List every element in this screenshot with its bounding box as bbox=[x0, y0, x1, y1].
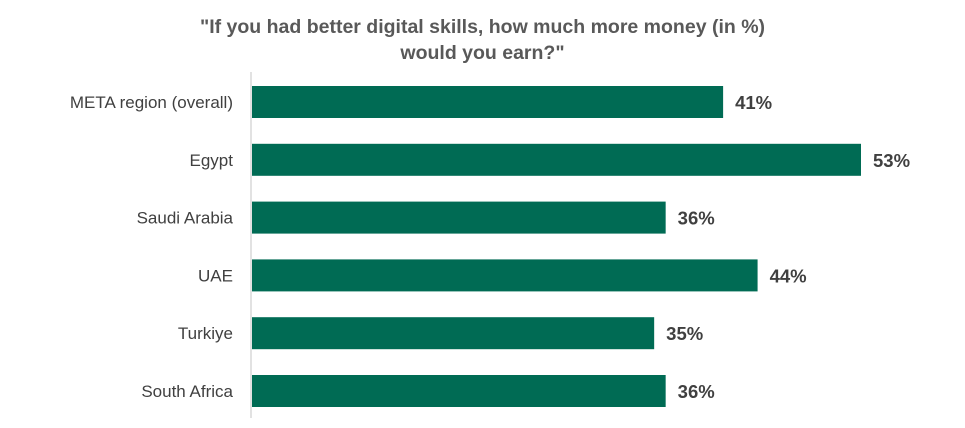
bar-uae bbox=[252, 259, 758, 292]
data-label: 36% bbox=[678, 208, 715, 229]
data-label: 44% bbox=[770, 265, 807, 286]
data-label: 35% bbox=[666, 323, 703, 344]
category-label: Saudi Arabia bbox=[137, 209, 234, 228]
bar-egypt bbox=[252, 143, 861, 176]
data-label: 36% bbox=[678, 381, 715, 402]
category-label: South Africa bbox=[141, 382, 233, 401]
chart-title: "If you had better digital skills, how m… bbox=[0, 14, 965, 66]
category-label: Turkiye bbox=[178, 324, 233, 343]
data-label: 41% bbox=[735, 92, 772, 113]
bar-turkiye bbox=[252, 317, 655, 350]
chart-title-line-1: "If you had better digital skills, how m… bbox=[199, 16, 766, 38]
data-label: 53% bbox=[873, 150, 910, 171]
bar-meta-region-overall bbox=[252, 86, 724, 118]
category-label: UAE bbox=[198, 266, 233, 285]
category-label: META region (overall) bbox=[70, 93, 233, 112]
bar-south-africa bbox=[252, 375, 666, 407]
bar-saudi-arabia bbox=[252, 201, 666, 234]
chart-title-line-2: would you earn?" bbox=[400, 42, 565, 64]
category-label: Egypt bbox=[190, 151, 234, 170]
